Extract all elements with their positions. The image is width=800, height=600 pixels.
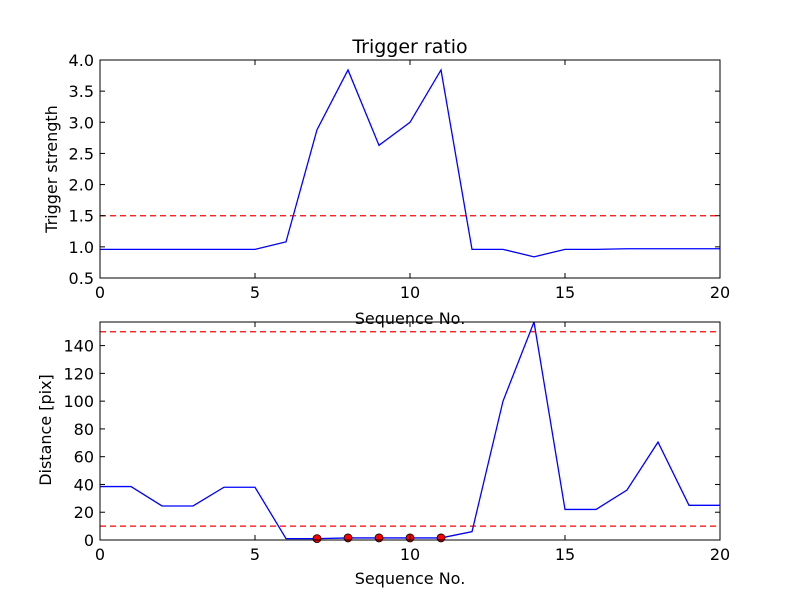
bottom-y-tick-label: 60 bbox=[74, 448, 94, 467]
bottom-y-tick-label: 120 bbox=[63, 364, 94, 383]
bottom-y-tick-label: 0 bbox=[84, 531, 94, 550]
top-x-tick-label: 20 bbox=[710, 283, 730, 302]
bottom-marker-point bbox=[436, 533, 446, 543]
bottom-x-tick-label: 0 bbox=[95, 545, 105, 564]
bottom-x-tick-label: 15 bbox=[555, 545, 575, 564]
bottom-x-tick-label: 5 bbox=[250, 545, 260, 564]
top-x-axis-label: Sequence No. bbox=[355, 309, 466, 328]
top-y-tick-label: 2.5 bbox=[69, 144, 94, 163]
bottom-subplot: Sequence No. Distance [pix] 0 5 10 15 20 0 20 4… bbox=[36, 321, 730, 588]
bottom-marker-point bbox=[374, 533, 384, 543]
bottom-x-tick-label: 10 bbox=[400, 545, 420, 564]
bottom-marker-point bbox=[312, 534, 322, 544]
top-x-tick-label: 15 bbox=[555, 283, 575, 302]
bottom-y-axis-label: Distance [pix] bbox=[36, 374, 55, 486]
bottom-y-tick-label: 20 bbox=[74, 503, 94, 522]
top-y-tick-label: 2.0 bbox=[69, 176, 94, 195]
top-y-tick-label: 4.0 bbox=[69, 51, 94, 70]
bottom-y-tick-label: 140 bbox=[63, 337, 94, 356]
top-x-tick-label: 10 bbox=[400, 283, 420, 302]
bottom-y-tick-label: 40 bbox=[74, 475, 94, 494]
bottom-y-tick-label: 100 bbox=[63, 392, 94, 411]
top-chart-title: Trigger ratio bbox=[351, 36, 467, 58]
bottom-y-tick-label: 80 bbox=[74, 420, 94, 439]
top-series-line bbox=[100, 68, 720, 258]
bottom-x-tick-label: 20 bbox=[710, 545, 730, 564]
bottom-marker-point bbox=[343, 533, 353, 543]
top-y-tick-label: 0.5 bbox=[69, 269, 94, 288]
top-x-tick-label: 5 bbox=[250, 283, 260, 302]
top-y-tick-label: 1.5 bbox=[69, 207, 94, 226]
top-y-tick-label: 3.0 bbox=[69, 113, 94, 132]
top-y-tick-label: 3.5 bbox=[69, 82, 94, 101]
bottom-x-axis-label: Sequence No. bbox=[355, 569, 466, 588]
top-y-axis-label: Trigger strength bbox=[42, 105, 61, 234]
top-x-tick-label: 0 bbox=[95, 283, 105, 302]
top-y-tick-label: 1.0 bbox=[69, 238, 94, 257]
top-subplot: Trigger ratio Sequence No. Trigger stren… bbox=[42, 36, 730, 328]
